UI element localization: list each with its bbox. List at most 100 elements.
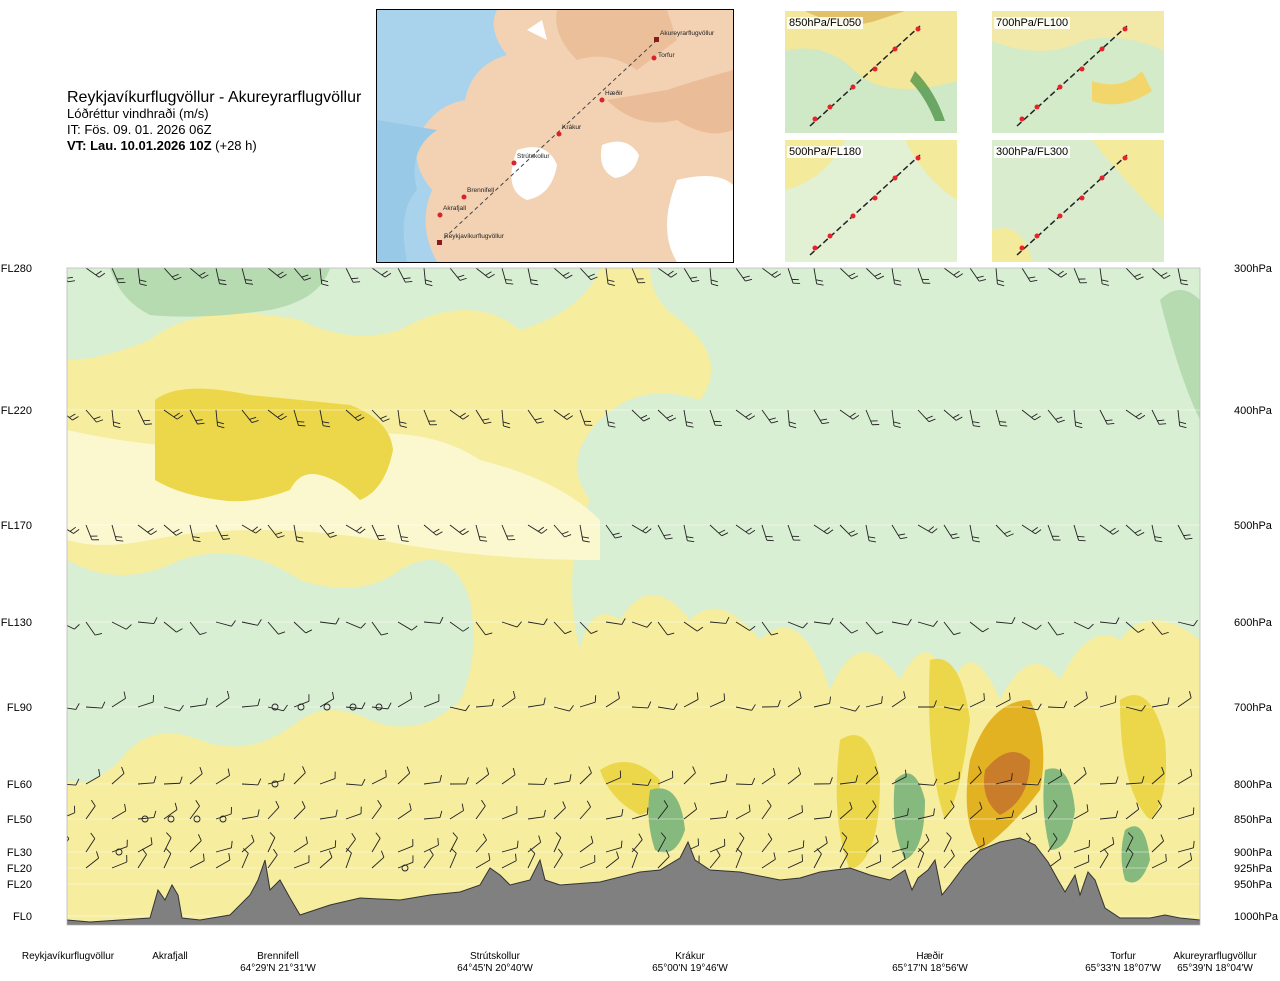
wind-barb [85,524,99,541]
route-point-coord: 65°00'N 19°46'W [652,963,728,974]
wind-barb [735,777,756,785]
wind-barb [423,775,442,785]
field-up-right-3 [966,700,1044,850]
wind-barb [1047,268,1068,278]
wind-barb [1151,409,1167,425]
wind-barb [1177,768,1193,785]
wind-barb [163,848,172,869]
wind-barb [1073,524,1086,542]
wind-barb [189,834,202,853]
wind-barb [969,837,985,853]
wind-barb [1021,778,1042,786]
wind-barb [683,855,700,869]
wind-barb [345,621,366,629]
wind-barb [397,766,411,785]
route-point-coord: 65°17'N 18°56'W [892,963,968,974]
wind-barb [735,524,756,535]
wind-barb [735,804,751,820]
pressure-grid [67,268,1200,917]
wind-barb [189,268,209,279]
wind-barb [631,701,652,709]
wind-barb [891,691,906,708]
wind-barb [865,524,877,543]
field-up-right-4 [984,752,1030,815]
wind-barb [475,833,487,853]
wind-barb [527,697,546,708]
wind-barb [293,268,312,281]
wind-barb [891,852,906,869]
wind-barb [215,806,232,820]
wind-barb [917,833,930,853]
wind-barb [657,850,670,869]
level-map-label: 700hPa/FL100 [994,17,1071,29]
wind-barb [943,771,960,785]
wind-barb [579,621,598,634]
wind-barb [475,524,488,542]
route-point-coord: 65°33'N 18°07'W [1085,963,1161,974]
wind-barb [943,849,955,869]
wind-barb [527,835,542,853]
wind-barb [137,617,158,625]
route-point-name: Akureyrarflugvöllur [1173,951,1257,962]
wind-barb [475,853,491,869]
wind-barb [657,409,677,422]
wind-barb [943,524,960,539]
wind-barb [917,778,938,786]
wind-barb [1099,409,1115,425]
wind-barb [839,524,858,537]
wind-barb [319,524,337,538]
level-map-canvas [785,11,957,133]
wind-barb [787,621,808,629]
wind-barb [345,524,366,534]
wind-barb [709,616,730,624]
wind-barb [1125,802,1140,820]
right-axis-label: 900hPa [1234,847,1273,859]
right-axis-label: 400hPa [1234,405,1273,417]
wind-barb [215,840,233,853]
wind-barb [553,621,572,635]
wind-barb [553,801,566,820]
wind-barb [917,524,938,534]
wind-barb [1151,268,1171,279]
wind-barb [631,807,649,820]
wind-barb [1021,268,1038,283]
wind-barb [293,524,304,543]
wind-barb [293,836,308,853]
field-down-right-2 [1043,768,1075,850]
wind-barb [761,621,779,636]
wind-barb [163,621,183,633]
wind-barb [241,619,262,626]
wind-barb [605,268,615,286]
left-axis-label: FL0 [13,911,32,923]
wind-barb [1047,524,1061,541]
left-axis-label: FL170 [1,520,32,532]
wind-barb [215,268,227,286]
level-map-500: 500hPa/FL180 [785,140,957,262]
right-axis-label: 1000hPa [1234,911,1279,923]
calm-wind-marker [375,703,383,711]
wind-barb [631,268,646,284]
route-point-coord: 64°29'N 21°31'W [240,963,316,974]
wind-barb [657,770,674,785]
plot-frame [66,267,1201,926]
wind-barb [449,803,464,820]
field-up-mid [600,762,660,815]
wind-barb [891,808,909,820]
wind-barb [605,691,620,708]
wind-barb [813,810,833,820]
wind-barb [1021,805,1037,820]
right-axis-label: 950hPa [1234,879,1273,891]
field-up-right-2 [929,658,970,820]
wind-barb [761,524,774,542]
wind-barb [787,767,802,785]
wind-barb [1125,705,1146,712]
wind-barb [1047,621,1065,636]
wind-barb [553,848,563,869]
wind-barb [709,810,729,820]
map-waypoint-label: Akureyrarflugvöllur [660,30,715,37]
wind-barb [397,691,413,708]
wind-barb [423,409,437,426]
route-point-coord: 65°39'N 18°04'W [1177,963,1253,974]
route-point-label: Brennifell 64°29'N 21°31'W [240,951,316,975]
wind-barb [371,524,386,540]
